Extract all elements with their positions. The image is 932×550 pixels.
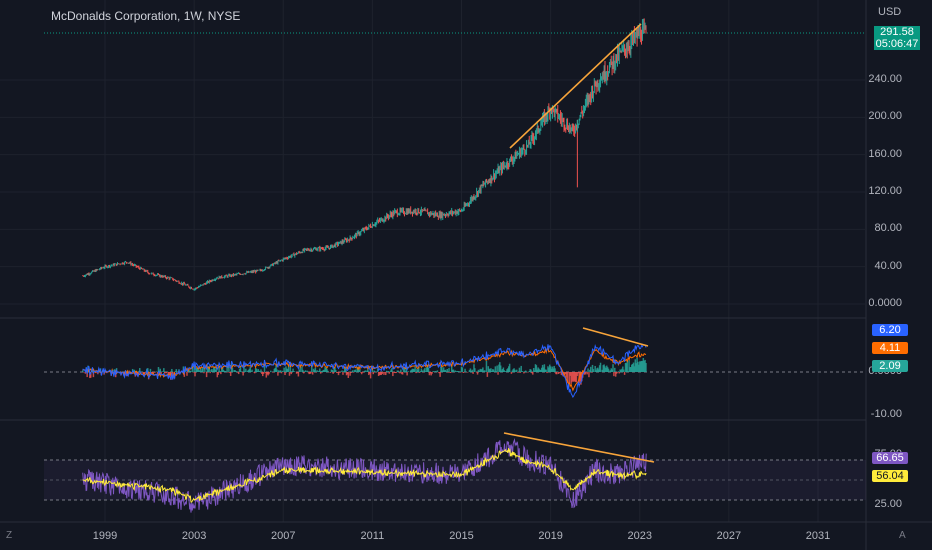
price-trendline [509,23,642,149]
time-axis-label: 2023 [627,530,652,542]
macd-axis-label: -10.00 [870,408,902,420]
rsi-axis-label: 25.00 [874,498,902,510]
countdown-value: 05:06:47 [874,38,920,50]
time-axis-label: 2003 [181,530,207,542]
time-axis-label: 2011 [360,530,385,542]
macd-value-tag: 2.09 [872,360,908,372]
rsi-pane[interactable] [44,432,866,513]
macd-signal-line [82,347,647,392]
last-price-tag: 291.58 05:06:47 [874,25,920,51]
time-axis-label: 2015 [449,530,474,542]
rsi-value-tag: 56.04 [872,470,908,482]
macd-line [82,343,647,398]
time-axis-label: 2007 [271,530,296,542]
price-axis-label: 200.00 [868,110,902,123]
log-scale-toggle[interactable]: Z [6,530,13,541]
currency-label[interactable]: USD [878,6,902,18]
last-price-value: 291.58 [874,26,920,38]
rsi-line [82,438,647,513]
macd-pane[interactable] [44,327,866,398]
auto-scale-toggle[interactable]: A [899,530,906,541]
price-axis-label: 240.00 [868,73,902,85]
macd-value-tag: 4.11 [872,342,908,354]
time-axis-label: 2031 [805,530,831,542]
price-axis-label: 40.00 [874,259,902,272]
macd-value-tag: 6.20 [872,324,908,336]
price-axis-label: 120.00 [868,185,902,197]
rsi-trendline [503,432,655,463]
time-axis-label: 2027 [716,530,742,542]
macd-trendline [582,327,649,347]
time-axis-label: 2019 [538,530,563,542]
price-axis-label: 160.00 [868,147,902,160]
price-axis-label: 80.00 [874,222,902,235]
price-axis-label: 0.0000 [868,297,902,309]
chart-title: McDonalds Corporation, 1W, NYSE [51,9,241,23]
time-axis-label: 1999 [92,530,118,542]
price-pane[interactable] [44,18,866,291]
rsi-value-tag: 66.65 [872,452,908,464]
rsi-ma-line [82,448,647,503]
